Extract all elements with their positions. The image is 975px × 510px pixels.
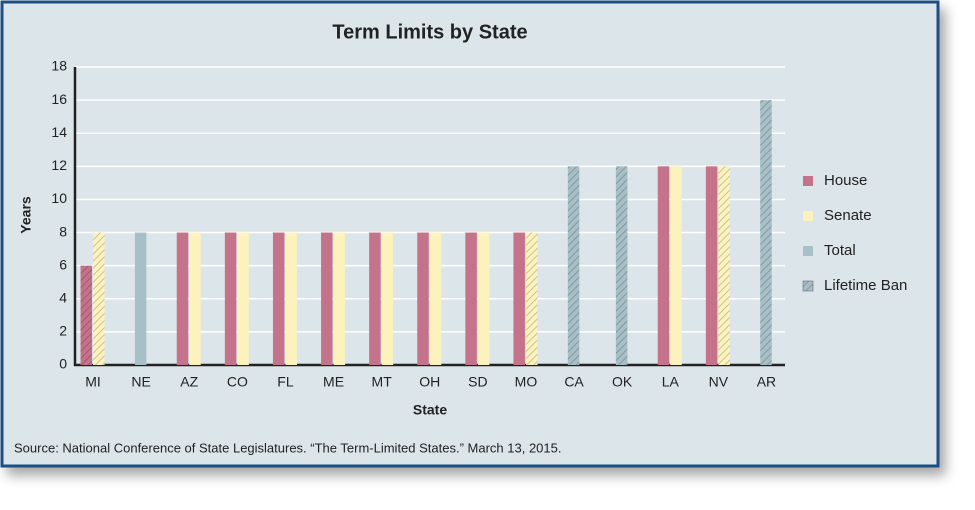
x-tick-label: MI — [85, 374, 101, 390]
bar — [176, 232, 189, 365]
y-tick-label: 8 — [59, 223, 67, 239]
bar — [525, 232, 538, 365]
legend-swatch — [802, 280, 814, 292]
chart-title: Term Limits by State — [332, 21, 527, 43]
y-tick-label: 16 — [51, 91, 67, 107]
bar — [285, 232, 297, 365]
x-tick-label: CA — [564, 374, 584, 390]
x-tick-label: ME — [323, 374, 344, 390]
x-tick-label: OK — [612, 374, 633, 390]
y-tick-label: 10 — [51, 190, 67, 206]
x-tick-label: NE — [131, 374, 150, 390]
y-tick-label: 18 — [51, 58, 67, 74]
legend-label: Lifetime Ban — [824, 277, 907, 294]
legend-swatch — [803, 211, 813, 221]
x-tick-label: LA — [662, 374, 680, 390]
bar — [134, 232, 147, 365]
bar — [224, 232, 237, 365]
y-tick-label: 4 — [59, 289, 67, 305]
y-tick-label: 0 — [59, 356, 67, 372]
bar — [321, 232, 333, 365]
bar — [369, 232, 381, 365]
x-tick-label: MT — [372, 374, 393, 390]
legend-label: Senate — [824, 207, 872, 224]
bar — [272, 232, 285, 365]
x-tick-label: AR — [757, 374, 776, 390]
y-axis-label: Years — [18, 196, 34, 234]
bar — [381, 232, 394, 365]
bar — [760, 100, 772, 365]
x-tick-label: SD — [468, 374, 487, 390]
bar — [670, 166, 682, 365]
bar — [477, 232, 490, 365]
bar — [333, 232, 346, 365]
legend-swatch — [803, 176, 813, 186]
bar — [718, 166, 730, 365]
legend-label: Total — [824, 242, 856, 259]
y-tick-label: 12 — [51, 157, 67, 173]
bar — [657, 166, 670, 365]
legend-swatch — [803, 246, 813, 256]
y-tick-label: 14 — [51, 124, 67, 140]
bar — [705, 166, 718, 365]
bar — [567, 166, 580, 365]
legend-label: House — [824, 172, 867, 189]
y-tick-label: 6 — [59, 256, 67, 272]
y-tick-label: 2 — [59, 323, 67, 339]
source-note: Source: National Conference of State Leg… — [14, 440, 561, 455]
x-tick-label: FL — [277, 374, 294, 390]
x-tick-label: OH — [419, 374, 440, 390]
x-tick-label: NV — [709, 374, 729, 390]
bar — [513, 232, 525, 365]
bar — [237, 232, 249, 365]
x-tick-label: MO — [515, 374, 538, 390]
x-tick-label: AZ — [180, 374, 198, 390]
bar — [465, 232, 477, 365]
x-axis-label: State — [413, 402, 447, 418]
bar — [189, 232, 201, 365]
bar — [615, 166, 628, 365]
x-tick-label: CO — [227, 374, 248, 390]
bar — [417, 232, 429, 365]
bar — [80, 265, 93, 365]
bar — [429, 232, 442, 365]
bar — [93, 232, 105, 365]
